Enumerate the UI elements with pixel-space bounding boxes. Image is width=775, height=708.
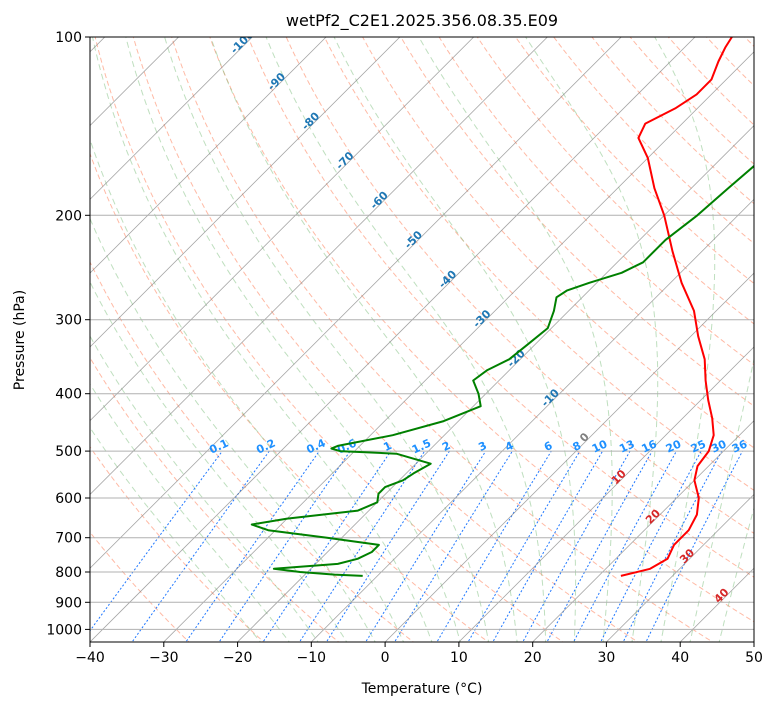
x-tick-label: −40 [75, 650, 105, 666]
mixing-ratio-lines [90, 450, 743, 642]
y-tick-label: 700 [55, 531, 82, 547]
mixing-ratio-label: 13 [617, 437, 636, 455]
mixing-ratio-line [546, 450, 653, 642]
moist-adiabat-line [210, 37, 518, 642]
isotherm-line [532, 420, 754, 642]
moist-adiabat-line [90, 426, 262, 642]
isotherm-line [310, 198, 754, 642]
isotherm-line [458, 346, 754, 642]
isotherm-line [90, 37, 475, 422]
x-tick-label: −30 [149, 650, 179, 666]
x-tick-label: 20 [524, 650, 542, 666]
x-tick-label: 50 [745, 650, 763, 666]
moist-adiabat-line [333, 37, 577, 642]
moist-adiabat-line [689, 356, 754, 642]
y-tick-label: 600 [55, 491, 82, 507]
moist-adiabat-line [90, 137, 405, 642]
moist-adiabat-line [125, 37, 461, 642]
mixing-ratio-line [467, 450, 581, 642]
mixing-ratio-label: 16 [640, 437, 660, 455]
y-axis-label: Pressure (hPa) [12, 290, 28, 390]
mixing-ratio-label: 25 [689, 437, 708, 455]
y-tick-label: 1000 [46, 622, 82, 638]
x-tick-label: 0 [381, 650, 390, 666]
x-tick-label: 30 [597, 650, 615, 666]
y-tick-label: 500 [55, 444, 82, 460]
profile-series [250, 37, 754, 577]
mixing-ratio-line [185, 450, 320, 642]
dry-adiabat-line [90, 152, 490, 642]
moist-adiabat-line [90, 217, 376, 642]
y-tick-label: 300 [55, 313, 82, 329]
isotherm-line [90, 37, 401, 348]
dry-adiabat-line [438, 37, 754, 366]
dry-adiabat-line [362, 37, 754, 449]
isotherm-line [90, 37, 696, 642]
moist-adiabat-line [90, 335, 319, 642]
mixing-ratio-label: 36 [730, 437, 750, 455]
dry-adiabat-line [476, 37, 754, 325]
moist-adiabat-line [654, 37, 716, 642]
mixing-ratio-line [394, 450, 513, 642]
mixing-ratio-label: 20 [664, 437, 684, 455]
dry-adiabat-line [171, 37, 714, 642]
plot-frame [89, 36, 755, 643]
mixing-ratio-line [572, 450, 677, 642]
isotherm-line [605, 493, 754, 642]
mixing-ratio-line [218, 450, 351, 642]
mixing-ratio-line [365, 450, 487, 642]
y-tick-label: 400 [55, 387, 82, 403]
y-tick-label: 900 [55, 595, 82, 611]
dewpoint-profile-line [250, 164, 754, 577]
mixing-ratio-label: 30 [709, 437, 729, 455]
dry-adiabat-line [323, 37, 754, 491]
moist-adiabat-line [718, 505, 754, 642]
moist-adiabat-line [90, 383, 291, 642]
x-tick-label: −20 [223, 650, 253, 666]
y-tick-label: 200 [55, 208, 82, 224]
isotherm-line [384, 272, 754, 642]
mixing-ratio-line [600, 450, 702, 642]
x-tick-label: −10 [297, 650, 327, 666]
moist-adiabat-line [525, 37, 659, 642]
isotherm-line [90, 37, 548, 495]
moist-adiabat-line [164, 37, 490, 642]
mixing-ratio-line [90, 450, 223, 632]
mixing-ratio-line [262, 450, 392, 642]
isotherm-line [236, 125, 754, 642]
mixing-ratio-line [298, 450, 426, 642]
x-axis-label: Temperature (°C) [361, 681, 483, 697]
moist-adiabat-line [265, 37, 547, 642]
isotherm-lines [90, 37, 754, 642]
temperature-profile-line [620, 37, 733, 577]
isotherm-line [90, 37, 253, 200]
dry-adiabat-line [247, 37, 754, 578]
plot-area: -100-90-80-70-60-50-40-30-20-10010203040… [90, 37, 754, 642]
y-axis: 100 200 300 400 500 600 700 800 900 1000 [46, 30, 90, 638]
chart-title: wetPf2_C2E1.2025.356.08.35.E09 [286, 11, 558, 31]
isotherm-line [90, 37, 622, 569]
x-tick-label: 10 [450, 650, 468, 666]
moist-adiabat-line [92, 37, 433, 642]
moist-adiabats [90, 37, 754, 642]
dry-adiabat-line [285, 37, 754, 534]
pressure-gridlines [90, 37, 754, 630]
mixing-ratio-label: 10 [590, 437, 610, 455]
mixing-ratio-line [325, 450, 450, 642]
y-tick-label: 800 [55, 565, 82, 581]
mixing-ratio-line [622, 450, 723, 642]
isotherm-line [90, 37, 327, 274]
x-tick-label: 40 [671, 650, 689, 666]
x-axis: −40 −30 −20 −10 0 10 20 30 40 50 [75, 642, 763, 666]
isotherm-line [163, 51, 754, 642]
y-tick-label: 100 [55, 30, 82, 46]
mixing-ratio-line [131, 450, 270, 642]
mixing-ratio-line [436, 450, 552, 642]
moist-adiabat-line [418, 37, 613, 642]
moist-adiabat-line [90, 280, 348, 642]
